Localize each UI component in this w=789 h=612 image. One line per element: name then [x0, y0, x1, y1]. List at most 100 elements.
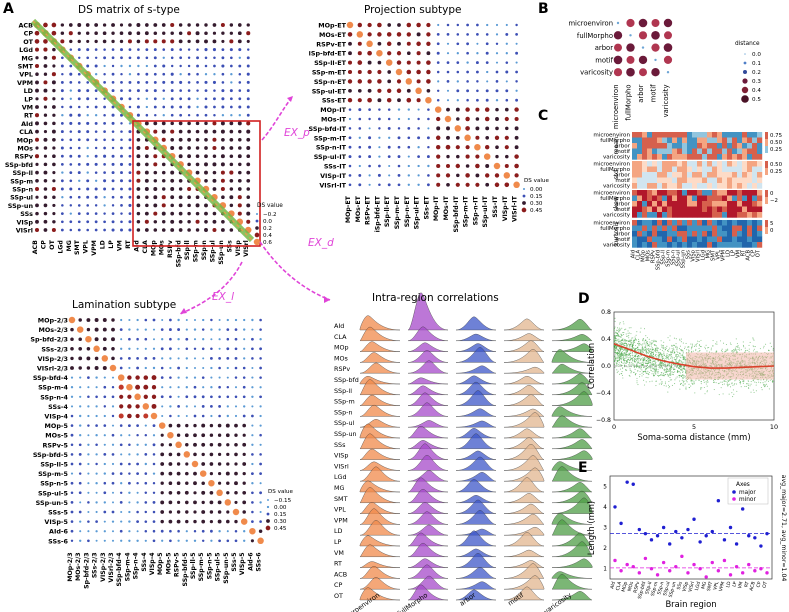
- lam-cell: [177, 376, 180, 379]
- lam-cell: [79, 530, 82, 533]
- lam-cell: [201, 376, 205, 379]
- ds-legend-title: DS value: [257, 203, 283, 209]
- c-cell: [732, 143, 738, 149]
- d-point: [615, 331, 617, 334]
- ridge-curve: [503, 437, 545, 449]
- b-cell: [626, 55, 635, 64]
- d-point: [682, 349, 684, 351]
- intra-row-label: MOs: [334, 354, 349, 362]
- d-point: [646, 364, 648, 366]
- lam-cell: [259, 318, 262, 322]
- d-point: [619, 368, 622, 370]
- c-cell: [687, 225, 693, 232]
- proj-cell: [406, 41, 411, 46]
- ds-cell: [162, 31, 166, 35]
- d-point: [700, 346, 702, 348]
- lam-col-label: MOs-2/3: [75, 552, 82, 581]
- proj-cell: [347, 79, 353, 84]
- proj-cell: [347, 69, 353, 75]
- c-cell: [677, 161, 683, 167]
- lam-cell: [234, 366, 238, 370]
- ds-cell: [77, 113, 81, 117]
- ds-legend-value: 0.4: [263, 233, 272, 239]
- lam-cell: [87, 443, 90, 446]
- lam-cell: [234, 347, 238, 351]
- c-cell: [672, 148, 678, 155]
- c-cell: [687, 172, 693, 178]
- lam-cell: [103, 414, 106, 418]
- b-cell: [664, 31, 672, 40]
- lam-cell: [111, 376, 115, 379]
- intra-feature-label: varicosity: [542, 591, 573, 612]
- lam-cell: [70, 520, 74, 523]
- lam-row-label: SSs-5: [48, 509, 68, 517]
- proj-cell: [386, 97, 392, 103]
- d-point: [763, 383, 765, 385]
- d-point: [679, 359, 681, 361]
- proj-cell: [417, 174, 420, 177]
- d-point: [651, 351, 653, 353]
- ds-cell: [35, 56, 39, 60]
- ds-cell: [246, 129, 251, 134]
- ds-cell: [229, 31, 233, 35]
- proj-cell: [397, 145, 401, 149]
- ds-cell: [35, 72, 39, 76]
- lam-cell: [259, 338, 262, 341]
- lam-cell: [251, 337, 254, 341]
- proj-legend-mark: [522, 194, 526, 198]
- lam-row-label: SSs-4: [48, 403, 68, 411]
- ridge-curve: [503, 493, 545, 503]
- ds-cell: [237, 211, 242, 216]
- d-point: [735, 379, 737, 381]
- lam-cell: [185, 443, 189, 447]
- lam-cell: [161, 338, 164, 341]
- proj-row-label: SSp-m-ET: [312, 69, 347, 77]
- c-cell: [682, 148, 688, 155]
- d-point: [676, 356, 679, 358]
- c-cell: [712, 177, 718, 184]
- proj-cell: [464, 134, 471, 142]
- d-point: [667, 356, 670, 358]
- d-point: [643, 360, 645, 362]
- lam-cell: [251, 443, 254, 446]
- c-cell: [732, 154, 738, 160]
- lam-cell: [251, 424, 254, 427]
- ds-cell: [86, 64, 90, 68]
- d-point: [752, 345, 754, 347]
- lam-cell: [242, 490, 247, 495]
- ds-cell: [103, 97, 106, 101]
- c-cell: [632, 154, 638, 160]
- proj-row-label: SSp-n-ET: [314, 78, 347, 86]
- c-cell: [632, 195, 638, 202]
- proj-cell: [357, 41, 362, 46]
- ds-cell: [136, 39, 141, 44]
- ds-cell: [60, 80, 64, 84]
- proj-row-label: SSs-ET: [322, 97, 347, 105]
- ds-cell: [111, 220, 115, 224]
- c-cell: [692, 190, 698, 196]
- ds-cell: [161, 203, 166, 208]
- d-point: [655, 380, 657, 382]
- lam-cell: [160, 510, 165, 514]
- proj-cell: [357, 22, 363, 28]
- lam-cell: [103, 453, 107, 456]
- c-col-label: CP: [751, 250, 757, 257]
- c-cell: [672, 206, 678, 213]
- lam-cell: [70, 386, 74, 389]
- lam-cell: [242, 433, 246, 437]
- c-cell: [687, 183, 693, 189]
- d-point: [618, 350, 620, 352]
- ds-cell: [153, 80, 157, 84]
- d-point: [707, 347, 709, 349]
- lam-cell: [209, 443, 214, 447]
- ds-cell: [246, 203, 251, 208]
- ds-cell: [229, 195, 234, 200]
- ds-cell: [51, 186, 56, 192]
- d-point: [666, 354, 668, 356]
- lam-cell: [144, 318, 148, 322]
- lam-cell: [150, 412, 158, 420]
- d-point: [630, 366, 632, 368]
- c-cbar-swatch: [765, 146, 768, 153]
- lam-cell: [136, 462, 139, 466]
